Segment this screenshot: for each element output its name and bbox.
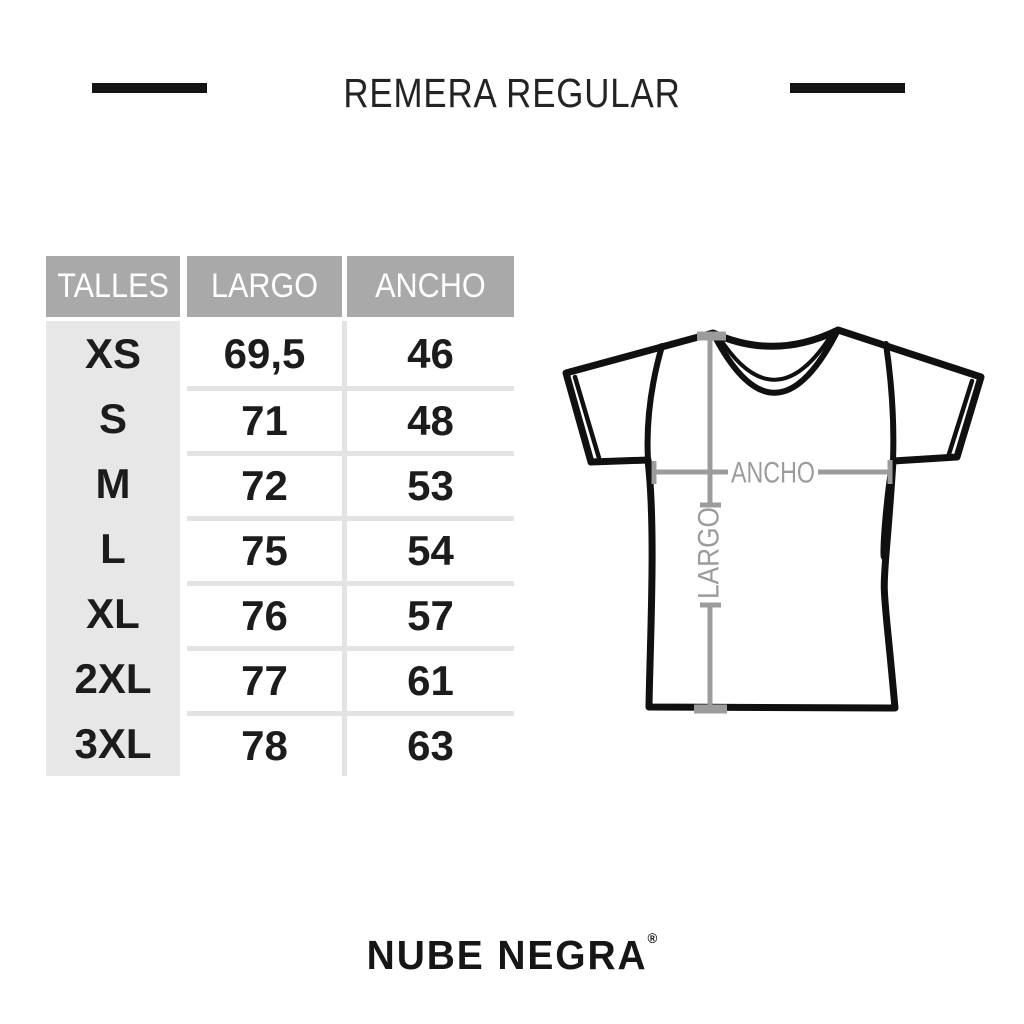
ancho-value: 46 — [347, 321, 514, 386]
column-gap — [180, 581, 187, 646]
cuff-line-right — [946, 378, 975, 457]
size-table: TALLES LARGO ANCHO XS 69,5 46 S 71 48 — [46, 256, 514, 776]
size-label: L — [46, 516, 180, 581]
tshirt-diagram: LARGO ANCHO — [562, 326, 985, 714]
size-label: S — [46, 386, 180, 451]
largo-value: 72 — [187, 451, 342, 516]
header-gap — [180, 256, 187, 317]
column-divider — [342, 646, 347, 711]
armhole-seam-right — [883, 341, 897, 464]
title-right-bar — [790, 83, 905, 93]
page-title: REMERA REGULAR — [343, 70, 681, 116]
column-gap — [180, 646, 187, 711]
header-largo: LARGO — [187, 256, 342, 317]
largo-value: 78 — [187, 711, 342, 776]
size-label: 3XL — [46, 711, 180, 776]
tshirt-outline — [562, 326, 985, 712]
largo-measure-line — [694, 331, 727, 714]
ancho-measure-line — [651, 460, 893, 484]
header-ancho: ANCHO — [347, 256, 514, 317]
column-divider — [342, 321, 347, 386]
ancho-value: 48 — [347, 386, 514, 451]
ancho-value: 57 — [347, 581, 514, 646]
largo-value: 75 — [187, 516, 342, 581]
column-gap — [180, 516, 187, 581]
largo-value: 71 — [187, 386, 342, 451]
size-table-header: TALLES LARGO ANCHO — [46, 256, 514, 317]
column-divider — [342, 711, 347, 776]
armhole-seam-left — [644, 343, 665, 463]
column-divider — [342, 386, 347, 451]
largo-label: LARGO — [693, 507, 726, 599]
largo-value: 77 — [187, 646, 342, 711]
header-talles: TALLES — [46, 256, 180, 317]
ancho-label: ANCHO — [731, 457, 815, 490]
column-gap — [180, 321, 187, 386]
size-label: XS — [46, 321, 180, 386]
size-label: M — [46, 451, 180, 516]
size-label: XL — [46, 581, 180, 646]
size-table-body: XS 69,5 46 S 71 48 M 72 53 L — [46, 321, 514, 776]
largo-value: 76 — [187, 581, 342, 646]
column-divider — [342, 581, 347, 646]
ancho-value: 61 — [347, 646, 514, 711]
brand-name: NUBE NEGRA — [366, 932, 648, 978]
title-left-bar — [92, 83, 207, 93]
size-label: 2XL — [46, 646, 180, 711]
ancho-value: 53 — [347, 451, 514, 516]
column-gap — [180, 386, 187, 451]
registered-trademark: ® — [647, 930, 658, 946]
column-gap — [180, 711, 187, 776]
brand-logo: NUBE NEGRA® — [26, 913, 999, 980]
collar-inner — [717, 332, 834, 382]
ancho-value: 63 — [347, 711, 514, 776]
column-divider — [342, 516, 347, 581]
ancho-value: 54 — [347, 516, 514, 581]
largo-value: 69,5 — [187, 321, 342, 386]
cuff-line-left — [572, 374, 602, 461]
column-gap — [180, 451, 187, 516]
column-divider — [342, 451, 347, 516]
collar-outer — [710, 327, 841, 396]
